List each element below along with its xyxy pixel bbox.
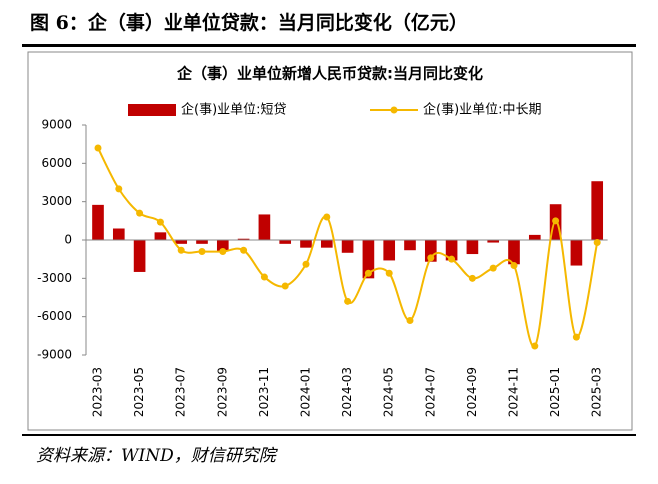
bar [92,204,104,240]
line-marker [302,260,310,268]
bar [300,240,312,248]
bar [154,232,167,240]
line-marker [572,333,580,341]
chart-frame [27,51,633,431]
source-note: 资料来源：WIND，财信研究院 [36,446,276,466]
line-marker [323,213,331,221]
bar [341,240,354,253]
bar [258,214,271,240]
x-tick-label: 2024-05 [382,367,396,417]
x-tick-label: 2025-01 [548,367,562,417]
x-tick-label: 2023-09 [215,367,229,417]
line-marker [136,209,144,217]
y-tick-label: 0 [64,233,72,247]
line-marker [219,248,227,255]
bar [237,238,250,240]
legend-swatch [128,104,176,116]
line-marker [344,297,352,305]
bar [424,240,437,262]
line-marker [531,342,539,350]
x-tick-label: 2023-11 [257,367,271,417]
line-marker [281,282,289,290]
y-tick-label: -9000 [37,348,72,362]
line-marker [427,254,435,262]
line-marker [406,317,414,324]
bar [570,240,583,266]
bar [404,240,416,251]
bar [175,240,188,244]
y-tick-label: -3000 [37,271,72,285]
bar [487,240,500,243]
line-marker [552,217,560,225]
legend-label: 企(事)业单位:中长期 [423,102,542,118]
bar [362,240,375,279]
bar [196,240,208,244]
bar [445,240,458,261]
y-tick-label: 3000 [41,194,72,208]
line-marker [260,273,268,281]
x-tick-label: 2024-07 [423,367,437,417]
x-tick-label: 2023-03 [91,367,105,417]
bar [466,240,479,255]
bar [528,234,541,240]
line-marker [448,255,456,263]
y-tick-label: 9000 [41,118,72,132]
line-marker [177,246,185,254]
bar [133,240,146,272]
x-tick-label: 2024-09 [465,367,479,417]
bar [383,240,396,261]
legend-swatch [390,106,398,114]
line-marker [198,248,206,255]
line-marker [115,185,123,193]
y-tick-label: 6000 [41,156,72,170]
chart-title: 企（事）业单位新增人民币贷款:当月同比变化 [176,65,483,83]
rule [22,434,636,436]
line-marker [385,269,393,277]
line-marker [510,262,518,270]
x-tick-label: 2023-05 [132,367,146,417]
line-marker [156,218,164,226]
bar [508,240,520,265]
bar [112,228,125,240]
rule [22,44,636,47]
line-marker [240,246,248,254]
legend-label: 企(事)业单位:短贷 [181,102,287,118]
figure-heading: 图 6：企（事）业单位贷款：当月同比变化（亿元） [30,12,468,34]
line-marker [468,274,476,282]
x-tick-label: 2024-11 [507,367,521,417]
line-marker [94,144,102,152]
x-tick-label: 2023-07 [174,367,188,417]
x-tick-label: 2024-01 [299,367,313,417]
line-marker [489,264,497,272]
x-tick-label: 2025-03 [590,367,604,417]
bar [320,240,333,248]
x-tick-label: 2024-03 [340,367,354,417]
bar [216,240,229,252]
line-marker [364,269,372,277]
line-marker [593,239,601,247]
bar [279,240,292,244]
bar [591,181,604,240]
y-tick-label: -6000 [37,309,72,323]
